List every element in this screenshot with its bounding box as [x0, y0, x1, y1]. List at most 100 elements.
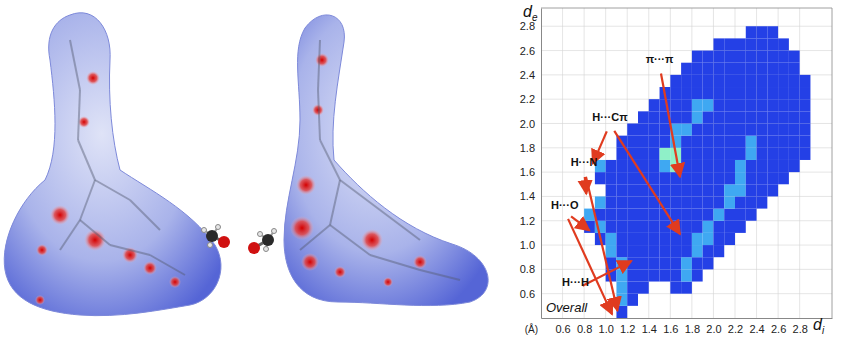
x-tick-label: 2.6: [771, 323, 786, 335]
red-spot: [315, 53, 329, 67]
methanol-h: [272, 229, 277, 234]
red-spot: [383, 277, 393, 287]
cell: [746, 196, 757, 208]
x-axis-line: [542, 318, 833, 319]
cell: [670, 269, 681, 281]
cell: [735, 63, 746, 75]
cell: [724, 136, 735, 148]
cell: [724, 63, 735, 75]
cell: [767, 87, 778, 99]
cell: [724, 87, 735, 99]
cell: [649, 160, 660, 172]
cell: [713, 75, 724, 87]
y-axis: 0.60.81.01.21.41.61.82.02.22.42.62.8: [520, 9, 542, 319]
cell: [703, 123, 714, 135]
cell: [703, 99, 714, 111]
cell: [606, 245, 617, 257]
x-tick-label: 0.8: [577, 323, 592, 335]
cell: [789, 87, 800, 99]
cell: [670, 87, 681, 99]
cell: [767, 184, 778, 196]
cell: [638, 245, 649, 257]
cell: [660, 257, 671, 269]
cell: [692, 75, 703, 87]
cell: [735, 221, 746, 233]
cell: [778, 99, 789, 111]
frame-right: [832, 8, 833, 318]
cell: [660, 172, 671, 184]
cell: [713, 111, 724, 123]
cell: [713, 209, 724, 221]
red-spot: [143, 261, 157, 275]
cell: [735, 51, 746, 63]
x-tick: 2.0: [706, 318, 721, 335]
y-tick: 2.0: [520, 118, 541, 130]
cell: [616, 282, 627, 294]
cell: [660, 184, 671, 196]
cell: [627, 233, 638, 245]
cell: [606, 196, 617, 208]
cell: [789, 51, 800, 63]
cell: [638, 148, 649, 160]
cell: [789, 63, 800, 75]
cell: [692, 269, 703, 281]
cell: [746, 148, 757, 160]
cell: [703, 233, 714, 245]
cell: [692, 63, 703, 75]
cell: [660, 269, 671, 281]
surface-left: [4, 13, 221, 316]
x-tick-label: 0.6: [555, 323, 570, 335]
cell: [757, 136, 768, 148]
cell: [713, 87, 724, 99]
cell: [778, 38, 789, 50]
cell: [616, 269, 627, 281]
methanol-c: [262, 234, 274, 246]
cell: [746, 160, 757, 172]
cell: [703, 221, 714, 233]
cell: [649, 209, 660, 221]
y-axis-title: de: [523, 3, 538, 23]
molecule-bond: [80, 220, 110, 245]
cell: [670, 245, 681, 257]
cell: [681, 172, 692, 184]
cell: [767, 172, 778, 184]
cell: [735, 99, 746, 111]
y-tick: 2.8: [520, 20, 541, 32]
red-spot: [413, 255, 427, 269]
cell: [703, 87, 714, 99]
fingerprint-plot: 0.60.81.01.21.41.61.82.02.22.42.62.80.60…: [520, 8, 833, 335]
cell: [660, 233, 671, 245]
cell: [692, 148, 703, 160]
cell: [767, 136, 778, 148]
annotation-arrow: [614, 131, 680, 234]
cell: [735, 38, 746, 50]
molecule-bond: [318, 90, 320, 140]
cell: [670, 196, 681, 208]
y-tick-label: 1.6: [520, 166, 535, 178]
molecule-bond: [80, 180, 95, 220]
cell: [757, 75, 768, 87]
cell: [681, 75, 692, 87]
methanol-h: [202, 228, 207, 233]
cell: [724, 233, 735, 245]
molecule-bond: [420, 270, 460, 280]
x-tick: 2.8: [793, 318, 808, 335]
cell: [746, 75, 757, 87]
y-tick-label: 2.2: [520, 93, 535, 105]
cell: [778, 148, 789, 160]
cell: [757, 51, 768, 63]
cell: [746, 136, 757, 148]
cell: [638, 209, 649, 221]
cell: [692, 233, 703, 245]
cell: [713, 99, 724, 111]
cell: [713, 160, 724, 172]
methanol-h: [216, 225, 221, 230]
cell: [713, 245, 724, 257]
cell: [724, 221, 735, 233]
annotation-arrow: [583, 261, 632, 286]
cell: [681, 196, 692, 208]
cell: [703, 75, 714, 87]
surface-right: [284, 15, 488, 306]
molecule-bond: [330, 180, 340, 225]
cell: [713, 233, 724, 245]
